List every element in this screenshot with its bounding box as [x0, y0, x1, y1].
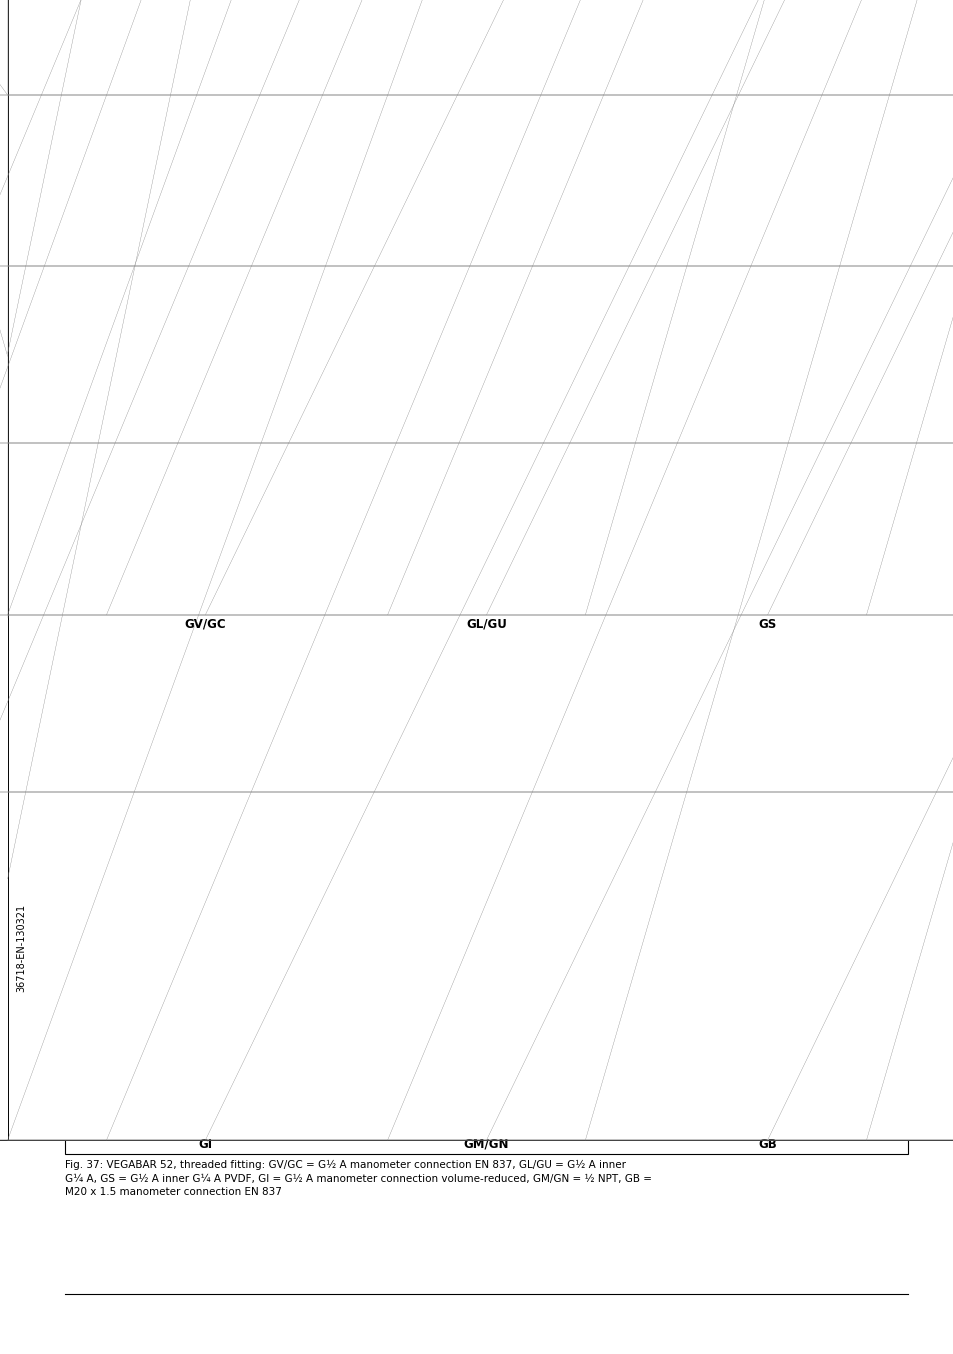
- Text: GS: GS: [758, 617, 776, 631]
- Text: GV/GC: GV/GC: [185, 617, 226, 631]
- Text: GL/GU: GL/GU: [466, 617, 506, 631]
- Bar: [65, 138, 907, 1154]
- Text: GM/GN: GM/GN: [463, 1137, 509, 1151]
- Text: VEGABAR 52, threaded fitting 1: VEGABAR 52, threaded fitting 1: [65, 126, 361, 144]
- Text: VEGA: VEGA: [65, 51, 183, 89]
- Text: 36718-EN-130321: 36718-EN-130321: [16, 903, 26, 992]
- Text: Fig. 37: VEGABAR 52, threaded fitting: GV/GC = G½ A manometer connection EN 837,: Fig. 37: VEGABAR 52, threaded fitting: G…: [65, 1160, 651, 1197]
- Text: 10 Supplement: 10 Supplement: [822, 54, 907, 64]
- Text: GI: GI: [198, 1137, 213, 1151]
- Text: GB: GB: [758, 1137, 776, 1151]
